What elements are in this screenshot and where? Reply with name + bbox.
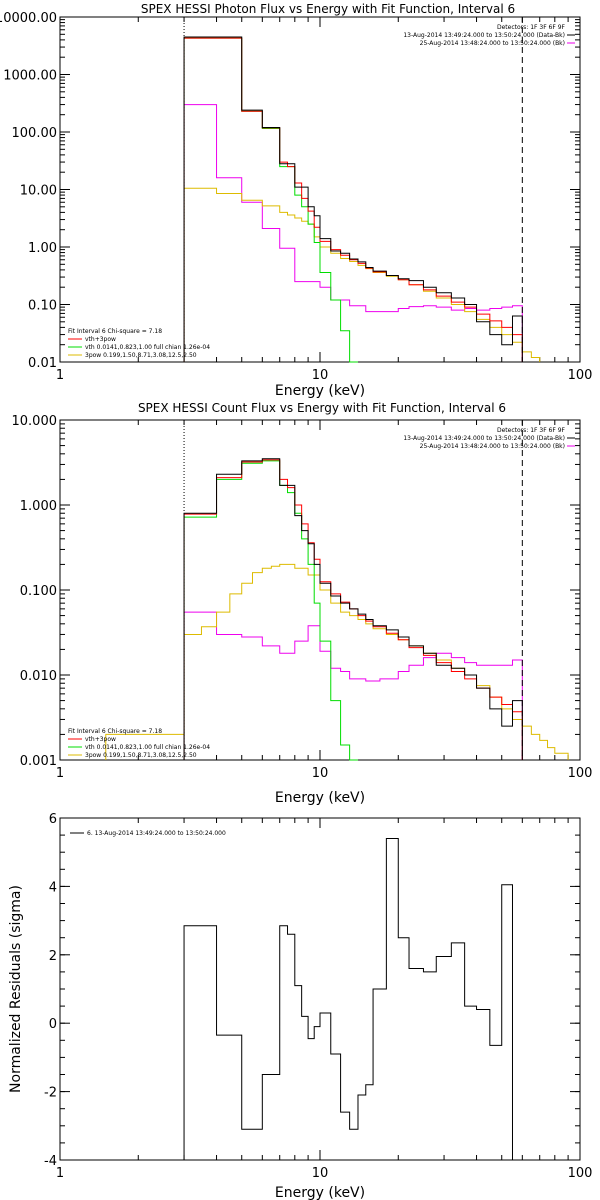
legend-bottom: Fit Interval 6 Chi-square = 7.18 vth+3po… (68, 728, 210, 759)
y-tick-label: 0.10 (28, 299, 57, 314)
chart-title: SPEX HESSI Count Flux vs Energy with Fit… (138, 401, 506, 415)
y-tick-label: -4 (44, 1154, 57, 1169)
series-data-line (183, 838, 513, 1160)
series-group (183, 36, 541, 363)
legend-entry-data: 13-Aug-2014 13:49:24.000 to 13:50:24.000… (403, 435, 565, 442)
x-axis-label: Energy (keV) (275, 1185, 365, 1200)
y-tick-label: 10.00 (20, 184, 57, 199)
legend-entry-powerlaw: 3pow 0.199,1.50,8.71,3.08,12.5,2.50 (85, 352, 197, 359)
chart-title: SPEX HESSI Photon Flux vs Energy with Fi… (141, 2, 515, 16)
y-tick-label: 10.000 (12, 414, 58, 429)
y-tick-label: 0.010 (20, 669, 57, 684)
y-tick-label: 1000.00 (3, 69, 57, 84)
series-thermal-line (183, 460, 358, 761)
legend-entry-thermal: vth 0.0141,0.823,1.00 full chian 1.26e-0… (85, 344, 210, 351)
legend-entry-background: 25-Aug-2014 13:48:24.000 to 13:50:24.000… (420, 443, 565, 450)
legend-entry-background: 25-Aug-2014 13:48:24.000 to 13:50:24.000… (420, 40, 565, 47)
x-axis-label: Energy (keV) (275, 383, 365, 399)
series-total-line (183, 37, 523, 362)
legend-bottom: Fit Interval 6 Chi-square = 7.18 vth+3po… (68, 328, 210, 359)
y-tick-label: 2 (49, 949, 57, 964)
x-axis-label: Energy (keV) (275, 790, 365, 806)
y-tick-label: 0.01 (28, 356, 57, 371)
plot-frame (59, 16, 581, 363)
y-tick-label: 10000.00 (0, 11, 57, 26)
series-total-line (183, 459, 523, 760)
legend-entry-powerlaw: 3pow 0.199,1.50,8.71,3.08,12.5,2.50 (85, 752, 197, 759)
series-thermal-line (183, 37, 358, 363)
x-tick-label: 100 (568, 368, 593, 383)
series-group (183, 838, 513, 1160)
y-tick-label: 6 (49, 812, 57, 827)
legend-fit-interval: Fit Interval 6 Chi-square = 7.18 (68, 728, 162, 735)
y-tick-label: 0.100 (20, 584, 57, 599)
legend-entry-total: vth+3pow (85, 736, 116, 743)
legend-top: Detectors: 1F 3F 6F 9F 13-Aug-2014 13:49… (403, 24, 575, 47)
series-background-line (183, 611, 523, 760)
y-tick-label: 1.000 (20, 499, 57, 514)
x-tick-label: 100 (568, 766, 593, 781)
x-tick-label: 1 (56, 368, 64, 383)
legend-detectors: Detectors: 1F 3F 6F 9F (497, 24, 566, 31)
y-tick-label: 0 (49, 1017, 57, 1032)
panel-residuals: 1 10 100 -4 -2 0 2 4 6 Energy (keV) Normalized R… (8, 812, 592, 1200)
legend-top: 6. 13-Aug-2014 13:49:24.000 to 13:50:24.… (70, 830, 226, 837)
series-data-line (183, 458, 523, 760)
legend-entry-data: 13-Aug-2014 13:49:24.000 to 13:50:24.000… (403, 32, 565, 39)
legend-top: Detectors: 1F 3F 6F 9F 13-Aug-2014 13:49… (403, 427, 575, 450)
legend-entry-total: vth+3pow (85, 336, 116, 343)
y-tick-label: 100.00 (12, 126, 58, 141)
series-data-line (183, 36, 523, 362)
panel-count-flux: SPEX HESSI Count Flux vs Energy with Fit… (12, 401, 593, 806)
series-background-line (183, 104, 523, 362)
x-tick-label: 10 (312, 1166, 329, 1181)
x-tick-label: 100 (568, 1166, 593, 1181)
y-tick-label: -2 (44, 1086, 57, 1101)
y-tick-label: 4 (49, 880, 57, 895)
legend-fit-interval: Fit Interval 6 Chi-square = 7.18 (68, 328, 162, 335)
series-group (105, 458, 569, 761)
x-tick-label: 1 (56, 1166, 64, 1181)
y-tick-label: 1.00 (28, 241, 57, 256)
panel-photon-flux: SPEX HESSI Photon Flux vs Energy with Fi… (0, 2, 592, 399)
series-powerlaw-line (183, 187, 541, 362)
legend-detectors: Detectors: 1F 3F 6F 9F (497, 427, 566, 434)
x-tick-label: 10 (312, 368, 329, 383)
y-tick-label: 0.001 (20, 754, 57, 769)
y-axis-label: Normalized Residuals (sigma) (8, 885, 24, 1093)
x-tick-label: 1 (56, 766, 64, 781)
legend-entry-thermal: vth 0.0141,0.823,1.00 full chian 1.26e-0… (85, 744, 210, 751)
x-tick-label: 10 (312, 766, 329, 781)
legend-entry-data: 6. 13-Aug-2014 13:49:24.000 to 13:50:24.… (87, 830, 226, 837)
